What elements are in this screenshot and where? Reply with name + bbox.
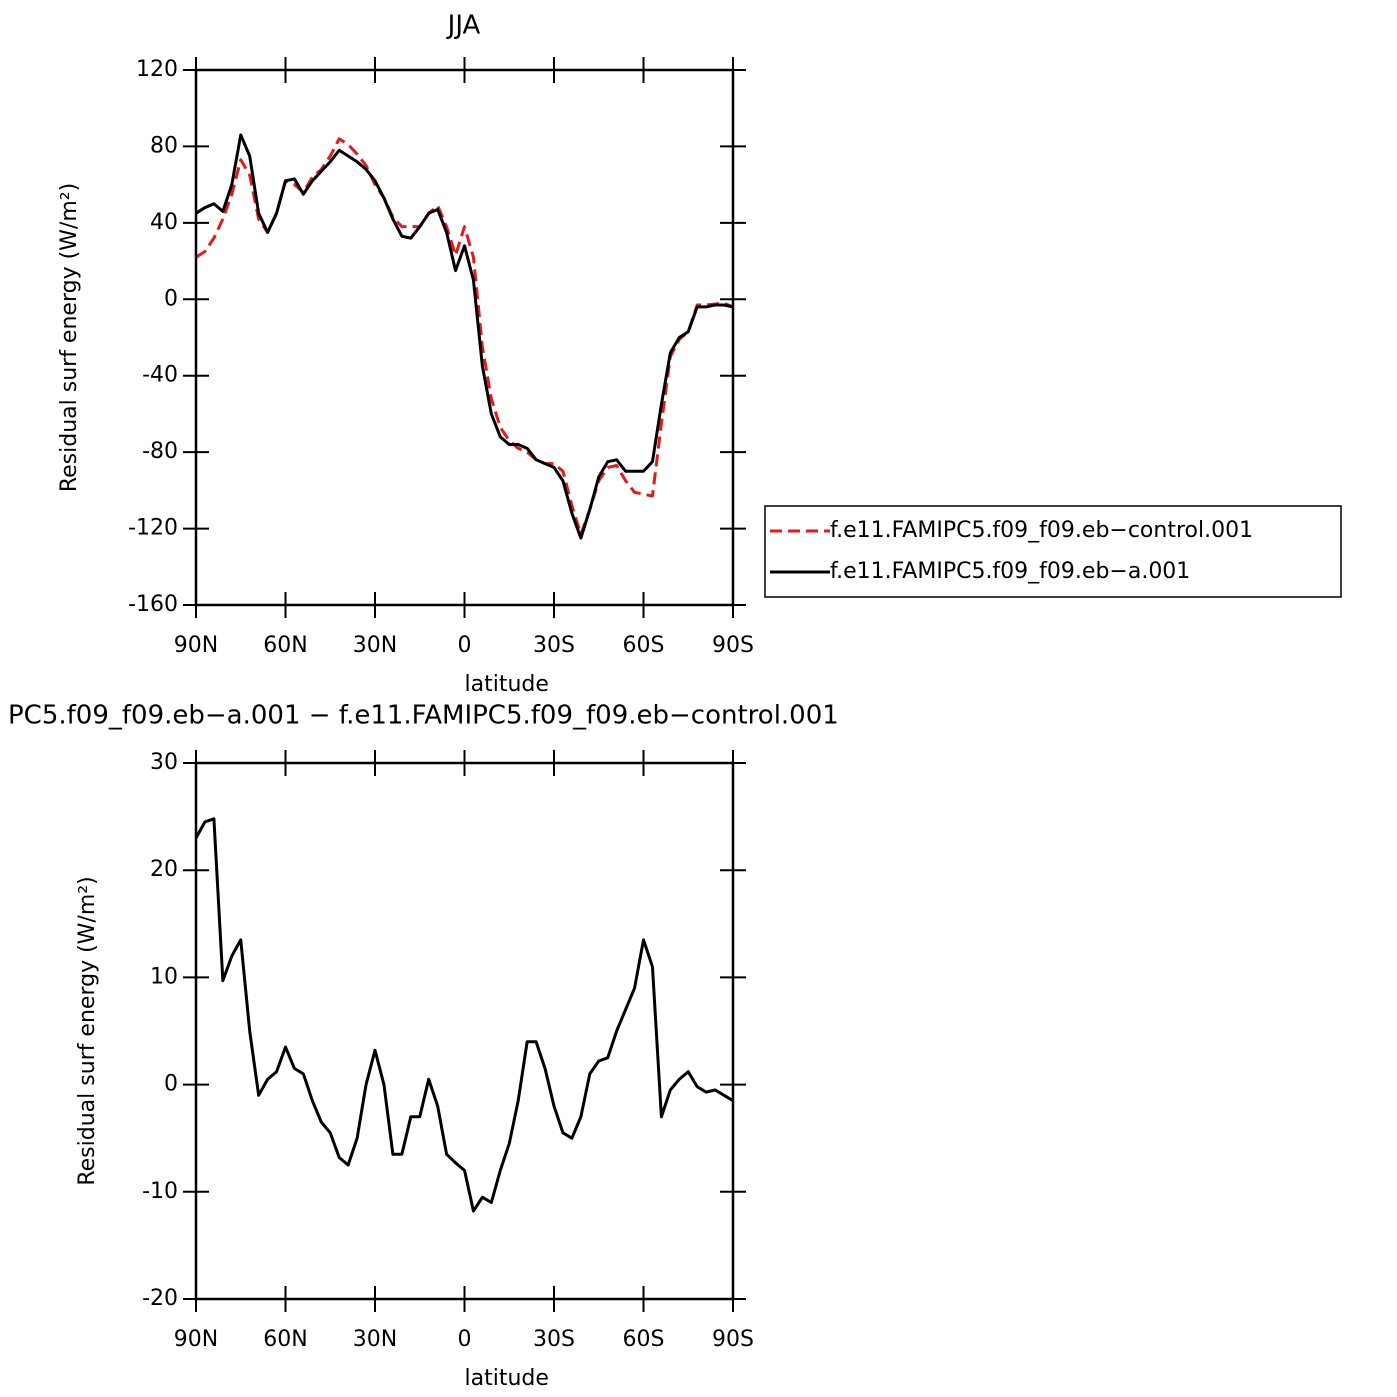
- legend-label: f.e11.FAMIPC5.f09_f09.eb−a.001: [830, 559, 1190, 584]
- y-tick-label: -20: [142, 1286, 178, 1311]
- y-tick-label: -160: [128, 592, 178, 617]
- x-tick-label: 60N: [263, 633, 307, 658]
- data-line: [195, 133, 734, 540]
- legend-label: f.e11.FAMIPC5.f09_f09.eb−control.001: [830, 518, 1253, 543]
- y-axis-label: Residual surf energy (W/m²): [75, 876, 100, 1185]
- x-tick-label: 30S: [533, 1327, 575, 1352]
- data-line: [194, 817, 734, 1213]
- y-tick-label: -10: [142, 1179, 178, 1204]
- x-tick-label: 30N: [353, 1327, 397, 1352]
- x-axis-label: latitude: [465, 1366, 549, 1391]
- y-tick-label: 0: [164, 1072, 178, 1097]
- x-tick-label: 0: [458, 1327, 472, 1352]
- y-tick-label: 0: [164, 286, 178, 311]
- data-line: [195, 137, 734, 536]
- y-axis-label: Residual surf energy (W/m²): [57, 183, 82, 492]
- y-tick-label: 80: [150, 133, 178, 158]
- x-tick-label: 60N: [263, 1327, 307, 1352]
- y-tick-label: 20: [150, 857, 178, 882]
- x-tick-label: 90N: [174, 633, 218, 658]
- x-tick-label: 90S: [712, 633, 754, 658]
- x-axis-label: latitude: [465, 672, 549, 697]
- x-tick-label: 0: [458, 633, 472, 658]
- y-tick-label: 10: [150, 964, 178, 989]
- x-tick-label: 30N: [353, 633, 397, 658]
- y-tick-label: -40: [142, 363, 178, 388]
- y-tick-label: -80: [142, 439, 178, 464]
- plot-frame: [194, 68, 735, 607]
- plot-frame: [194, 761, 735, 1301]
- y-tick-label: 30: [150, 750, 178, 775]
- y-tick-label: -120: [128, 516, 178, 541]
- x-tick-label: 90S: [712, 1327, 754, 1352]
- x-tick-label: 30S: [533, 633, 575, 658]
- chart-title: JJA: [446, 11, 481, 41]
- y-tick-label: 120: [136, 57, 178, 82]
- y-tick-label: 40: [150, 210, 178, 235]
- x-tick-label: 60S: [623, 633, 665, 658]
- x-tick-label: 90N: [174, 1327, 218, 1352]
- legend-box: [764, 505, 1342, 598]
- x-tick-label: 60S: [623, 1327, 665, 1352]
- chart-title: PC5.f09_f09.eb−a.001 − f.e11.FAMIPC5.f09…: [8, 701, 839, 731]
